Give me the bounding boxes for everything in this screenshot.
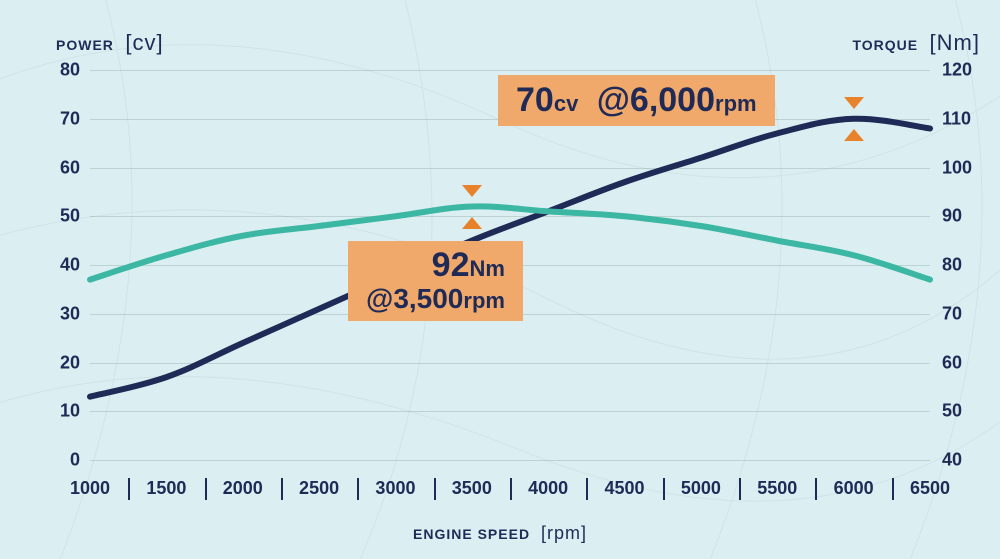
peak-marker-down-icon (462, 185, 482, 197)
callout-torque-rpm-unit: rpm (463, 288, 505, 313)
power-torque-chart: POWER [cv] TORQUE [Nm] ENGINE SPEED [rpm… (0, 0, 1000, 559)
callout-power-rpm: 6,000 (630, 81, 715, 119)
callout-power-at: @ (597, 81, 630, 119)
peak-marker-up-icon (462, 217, 482, 229)
callout-torque-unit: Nm (470, 256, 505, 281)
callout-torque-rpm: 3,500 (393, 283, 463, 314)
callout-torque-peak: 92Nm @3,500rpm (348, 241, 523, 321)
callout-torque-value: 92 (432, 246, 470, 284)
callout-power-peak: 70cv @6,000rpm (498, 75, 775, 126)
callout-power-unit: cv (554, 91, 578, 116)
callout-power-value: 70 (516, 81, 554, 119)
callout-torque-at: @ (366, 283, 393, 314)
peak-marker-down-icon (844, 97, 864, 109)
callout-power-rpm-unit: rpm (715, 91, 757, 116)
peak-marker-up-icon (844, 129, 864, 141)
